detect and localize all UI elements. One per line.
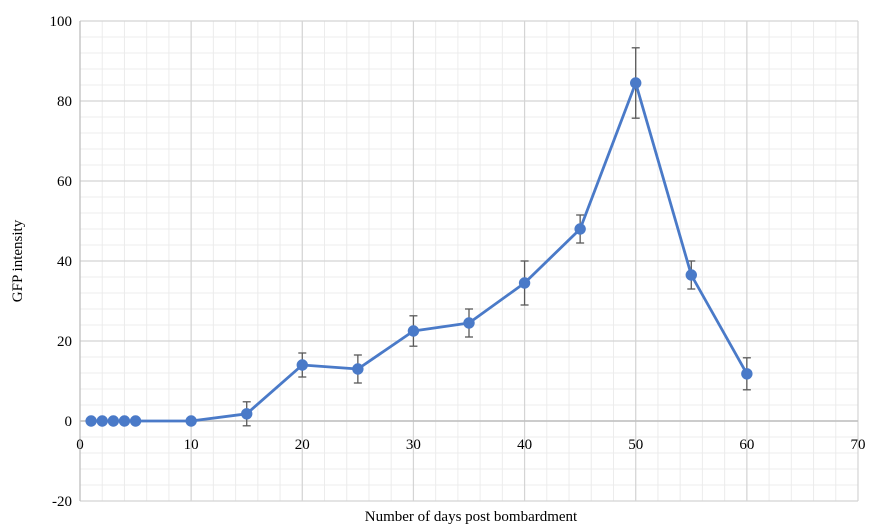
error-bars bbox=[242, 47, 751, 427]
data-point bbox=[741, 368, 753, 380]
data-point bbox=[407, 325, 420, 337]
data-point bbox=[96, 415, 108, 427]
y-tick-label: 40 bbox=[57, 254, 72, 270]
data-point bbox=[518, 277, 531, 289]
x-tick-label: 40 bbox=[517, 437, 532, 453]
data-point bbox=[574, 223, 586, 235]
x-tick-label: 0 bbox=[76, 437, 84, 453]
y-tick-label: 80 bbox=[57, 94, 72, 110]
data-point bbox=[296, 359, 308, 371]
data-points bbox=[85, 77, 753, 427]
x-tick-label: 60 bbox=[739, 437, 754, 453]
data-point bbox=[685, 269, 697, 281]
y-axis-title: GFP intensity bbox=[10, 219, 26, 302]
series-line-layer bbox=[91, 81, 749, 423]
data-point bbox=[129, 415, 142, 427]
x-tick-label: 20 bbox=[295, 437, 310, 453]
data-point bbox=[630, 77, 642, 89]
x-tick-label: 70 bbox=[851, 437, 866, 453]
data-point bbox=[463, 317, 475, 329]
data-point bbox=[185, 415, 197, 427]
y-tick-label: 0 bbox=[65, 414, 73, 430]
data-point bbox=[118, 415, 131, 427]
data-point bbox=[241, 408, 253, 420]
data-point bbox=[352, 363, 364, 375]
data-point bbox=[85, 415, 97, 427]
series-line bbox=[91, 81, 749, 423]
x-tick-label: 30 bbox=[406, 437, 421, 453]
grid bbox=[79, 20, 859, 502]
axes bbox=[79, 21, 858, 501]
data-point bbox=[107, 415, 120, 427]
y-tick-label: 20 bbox=[57, 334, 72, 350]
x-axis-title: Number of days post bombardment bbox=[365, 509, 578, 525]
y-tick-label: 60 bbox=[57, 174, 72, 190]
y-tick-label: 100 bbox=[50, 14, 73, 30]
x-tick-label: 10 bbox=[184, 437, 199, 453]
y-tick-label: -20 bbox=[52, 494, 72, 510]
tick-labels: -20 0 20 40 60 80 100 0 10 20 30 40 50 60 70 bbox=[50, 14, 866, 510]
x-tick-label: 50 bbox=[628, 437, 643, 453]
